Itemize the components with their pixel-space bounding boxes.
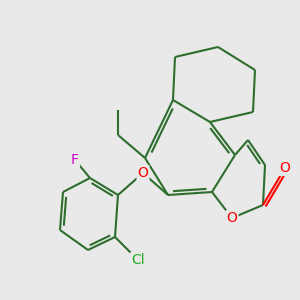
- Text: O: O: [138, 166, 148, 180]
- Text: F: F: [71, 153, 79, 167]
- Text: Cl: Cl: [131, 253, 145, 267]
- Text: O: O: [226, 211, 237, 225]
- Text: O: O: [280, 161, 290, 175]
